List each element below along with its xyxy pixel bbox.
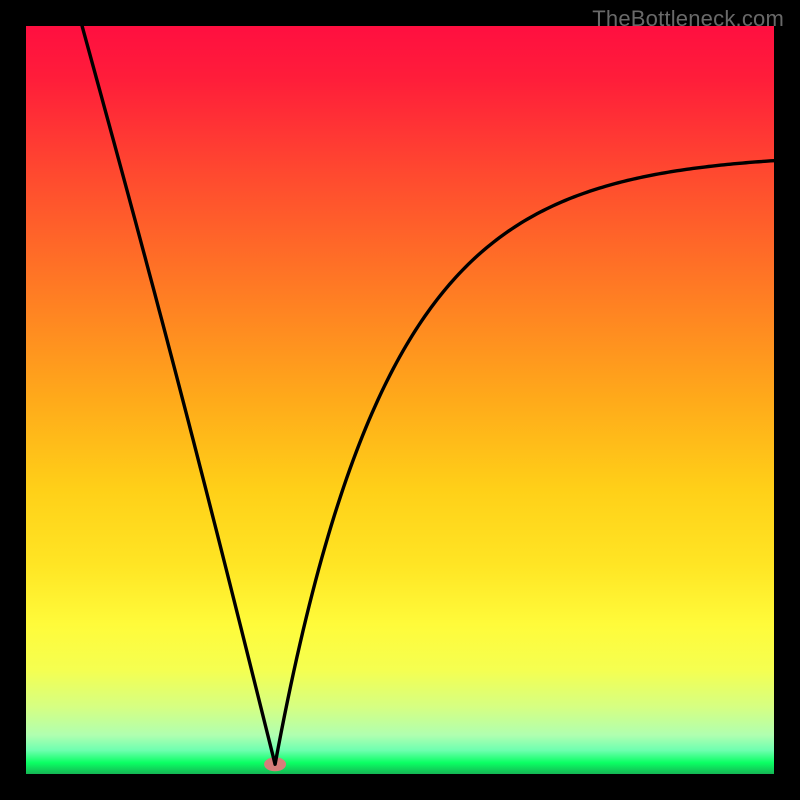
chart-frame: TheBottleneck.com (0, 0, 800, 800)
watermark-text: TheBottleneck.com (592, 6, 784, 32)
gradient-background (26, 26, 774, 774)
chart-svg (0, 0, 800, 800)
